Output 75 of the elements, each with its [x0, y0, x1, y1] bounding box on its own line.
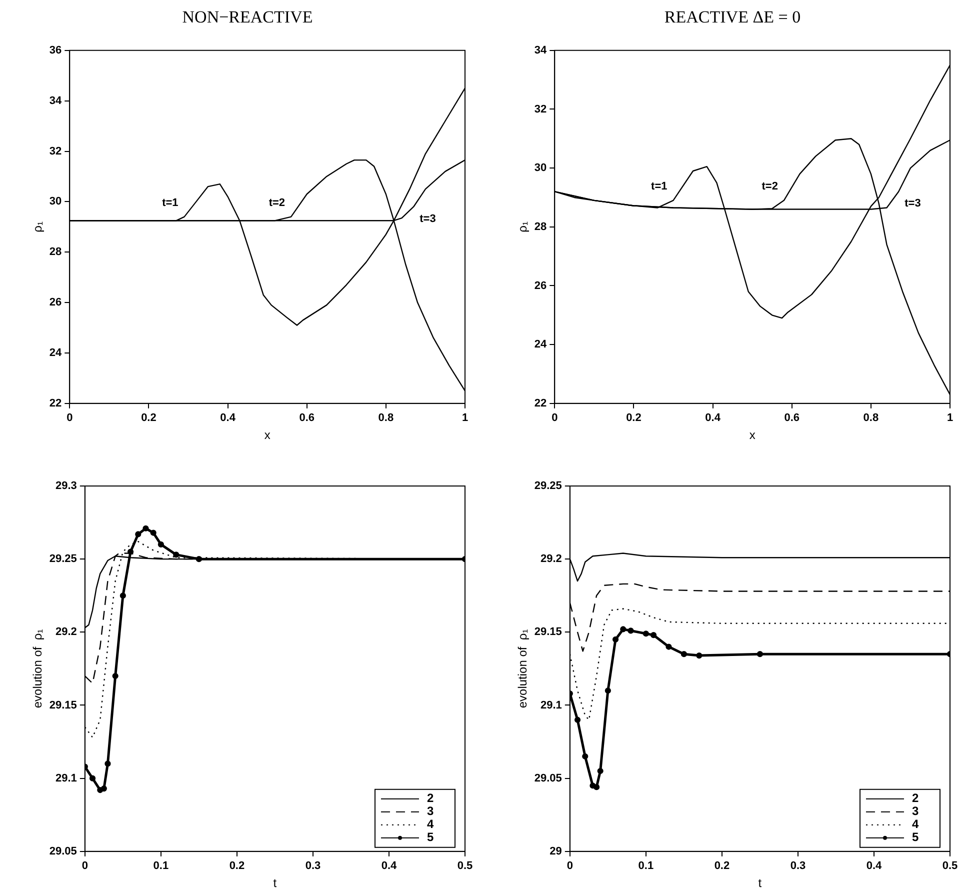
y-tick-label: 29.1 [56, 772, 77, 784]
y-tick-label: 30 [49, 196, 62, 208]
y-tick-label: 29.2 [56, 626, 77, 638]
x-tick-label: 0.1 [638, 860, 654, 872]
legend-label: 2 [912, 791, 919, 806]
y-tick-label: 28 [534, 220, 547, 233]
x-tick-label: 0.4 [220, 412, 236, 424]
x-tick-label: 0.5 [457, 860, 473, 872]
y-axis-title: evolution of ρ₁ [516, 629, 530, 708]
chart-title: REACTIVE ΔE = 0 [664, 8, 801, 27]
legend-label: 2 [427, 791, 434, 806]
legend-label: 5 [912, 830, 919, 844]
y-tick-label: 22 [49, 397, 62, 410]
y-axis-title: ρ₁ [30, 221, 45, 232]
y-axis-title: ρ₁ [516, 221, 530, 232]
chart-title: NON−REACTIVE [182, 8, 313, 27]
y-tick-label: 29.15 [49, 699, 77, 712]
y-tick-label: 29.25 [49, 553, 77, 566]
series-label: t=3 [420, 212, 436, 225]
x-tick-label: 0.5 [942, 860, 958, 872]
y-tick-label: 29.3 [56, 480, 77, 492]
x-tick-label: 0.8 [863, 412, 879, 424]
y-tick-label: 24 [49, 347, 63, 360]
legend-label: 3 [912, 804, 919, 818]
x-tick-label: 0.2 [714, 860, 730, 872]
y-tick-label: 29 [550, 845, 562, 858]
series-label: t=2 [762, 180, 778, 192]
series-label: t=2 [268, 196, 286, 209]
x-tick-label: 0.4 [381, 860, 398, 872]
x-tick-label: 0.2 [626, 412, 642, 424]
x-tick-label: 0 [552, 412, 558, 424]
y-tick-label: 22 [534, 397, 547, 410]
y-tick-label: 28 [49, 246, 62, 258]
legend-label: 4 [427, 817, 434, 832]
x-tick-label: 0.1 [153, 860, 169, 872]
x-axis-title: t [273, 876, 278, 890]
x-tick-label: 1 [462, 412, 468, 424]
x-axis-title: x [264, 428, 270, 442]
x-tick-label: 0.3 [305, 860, 321, 872]
legend-label: 4 [912, 817, 919, 832]
legend-label: 3 [427, 804, 434, 818]
y-tick-label: 29.2 [540, 553, 562, 566]
y-tick-label: 29.1 [540, 699, 562, 712]
y-tick-label: 32 [534, 103, 547, 116]
y-axis-title: evolution of ρ₁ [30, 629, 45, 708]
x-tick-label: 0.6 [784, 412, 800, 424]
legend-label: 5 [427, 830, 434, 844]
series-label: t=1 [651, 180, 668, 192]
y-tick-label: 36 [49, 44, 62, 56]
y-tick-label: 29.15 [534, 626, 562, 638]
y-tick-label: 29.05 [534, 772, 562, 784]
x-tick-label: 0.6 [299, 412, 315, 424]
y-tick-label: 29.05 [49, 845, 77, 858]
x-tick-label: 1 [946, 412, 954, 424]
series-label: t=1 [162, 196, 178, 209]
y-tick-label: 24 [534, 338, 548, 351]
x-axis-title: x [749, 428, 756, 442]
y-tick-label: 34 [534, 44, 548, 56]
x-tick-label: 0.2 [141, 412, 156, 424]
y-tick-label: 34 [49, 94, 63, 107]
y-tick-label: 26 [49, 296, 62, 309]
x-tick-label: 0 [82, 860, 88, 872]
x-tick-label: 0.4 [705, 412, 722, 424]
x-tick-label: 0 [66, 412, 73, 424]
y-tick-label: 30 [534, 162, 547, 174]
series-label: t=3 [904, 198, 921, 210]
x-tick-label: 0 [566, 860, 573, 872]
x-tick-label: 0.4 [866, 860, 883, 872]
y-tick-label: 29.25 [534, 480, 562, 492]
x-tick-label: 0.2 [229, 860, 245, 872]
x-tick-label: 0.8 [378, 412, 394, 424]
x-axis-title: t [758, 876, 762, 890]
y-tick-label: 26 [534, 280, 547, 292]
y-tick-label: 32 [49, 145, 62, 158]
x-tick-label: 0.3 [790, 860, 806, 872]
